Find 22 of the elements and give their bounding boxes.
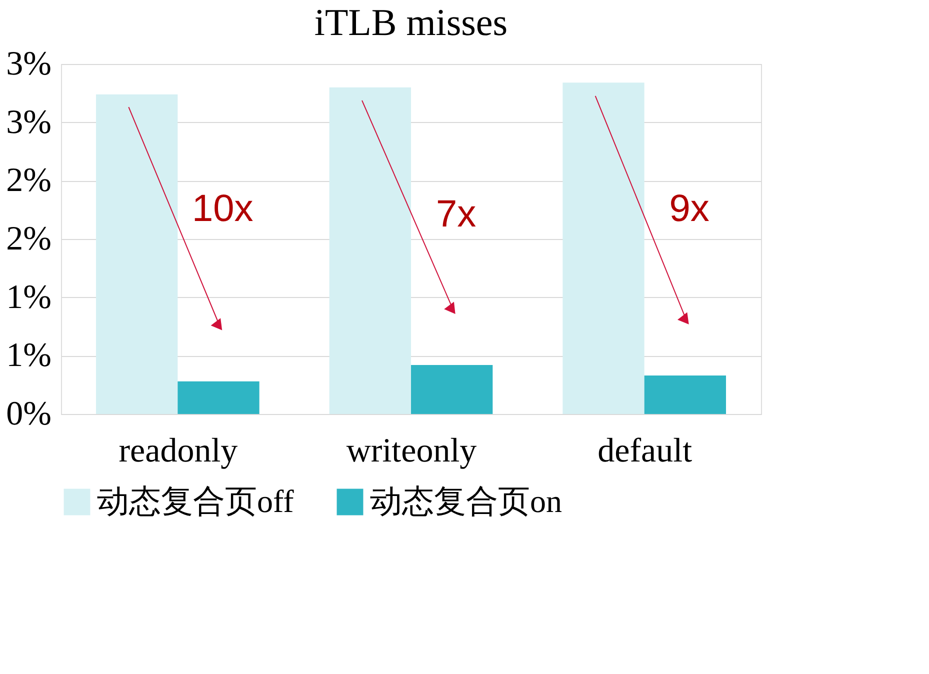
bar [329,87,411,414]
annotation: 7x [436,194,476,236]
x-tick-label: default [598,432,693,470]
legend-label: 动态复合页off [97,483,294,519]
y-tick-label: 2% [6,220,52,258]
bar [178,381,260,414]
y-tick-label: 3% [6,46,52,82]
y-tick-label: 1% [6,278,52,316]
y-tick-label: 2% [6,162,52,200]
legend-label: 动态复合页on [370,483,562,519]
bar [96,94,178,414]
bar [562,82,644,414]
y-tick-label: 1% [6,337,52,374]
y-tick-label: 3% [6,104,52,141]
bar [644,376,726,414]
chart-title: iTLB misses [314,2,508,44]
x-tick-label: writeonly [346,432,477,470]
annotation: 9x [669,188,710,230]
x-tick-label: readonly [118,432,238,470]
annotation: 10x [192,188,254,230]
bar [411,365,493,414]
y-tick-label: 0% [6,396,52,432]
